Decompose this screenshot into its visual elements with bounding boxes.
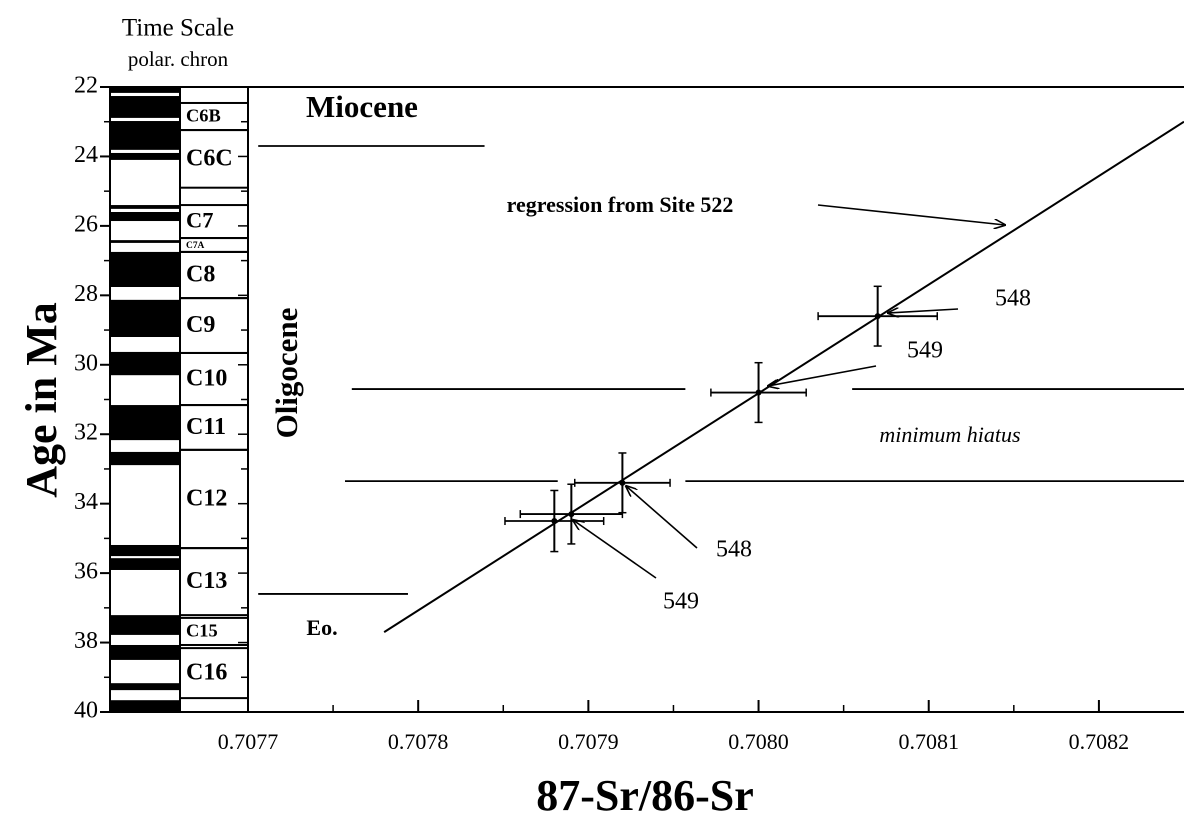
polarity-normal — [110, 451, 180, 466]
y-tick-label: 34 — [74, 489, 98, 515]
chron-label: C8 — [186, 262, 215, 288]
polarity-normal — [110, 299, 180, 337]
y-tick-label: 40 — [74, 698, 98, 724]
polarity-normal — [110, 683, 180, 691]
chart-title: Time Scale — [122, 15, 234, 42]
annotation-arrow — [817, 204, 1005, 225]
chron-label: C15 — [186, 621, 218, 641]
regression-line — [383, 120, 1184, 633]
annotation: minimum hiatus — [879, 422, 1020, 447]
chron-label: C10 — [186, 366, 227, 392]
annotation: Eo. — [306, 615, 337, 640]
chron-label: C6C — [186, 145, 233, 171]
chron-label: C16 — [186, 660, 227, 686]
y-tick-label: 26 — [74, 211, 98, 237]
polarity-normal — [110, 251, 180, 287]
annotation-arrow — [768, 365, 877, 386]
y-tick-label: 28 — [74, 281, 98, 307]
x-tick-label: 0.7082 — [1069, 729, 1130, 754]
y-tick-label: 38 — [74, 628, 98, 654]
data-point — [755, 389, 762, 396]
y-tick-label: 22 — [74, 73, 98, 99]
data-point — [568, 511, 575, 518]
annotation: regression from Site 522 — [507, 192, 734, 217]
data-point — [874, 313, 881, 320]
x-axis-title: 87-Sr/86-Sr — [536, 771, 754, 820]
polarity-normal — [110, 351, 180, 376]
polarity-normal — [110, 405, 180, 441]
chart-subtitle: polar. chron — [128, 47, 229, 71]
polarity-normal — [110, 558, 180, 570]
polarity-normal — [110, 240, 180, 243]
y-axis-title: Age in Ma — [17, 302, 66, 498]
annotation: 549 — [907, 338, 943, 364]
chron-label: C12 — [186, 485, 227, 511]
polarity-normal — [110, 87, 180, 93]
x-tick-label: 0.7080 — [728, 729, 789, 754]
polarity-normal — [110, 152, 180, 160]
annotation: Miocene — [306, 89, 418, 124]
x-tick-label: 0.7077 — [218, 729, 279, 754]
chron-label: C13 — [186, 568, 227, 594]
x-tick-label: 0.7081 — [898, 729, 959, 754]
x-tick-label: 0.7078 — [388, 729, 449, 754]
y-tick-label: 32 — [74, 420, 98, 446]
polarity-normal — [110, 544, 180, 557]
polarity-normal — [110, 205, 180, 209]
chron-label: C11 — [186, 414, 226, 440]
data-point — [551, 518, 558, 525]
chron-label: C7A — [186, 241, 205, 251]
polarity-normal — [110, 644, 180, 660]
y-tick-label: 24 — [74, 142, 98, 168]
chron-label: C6B — [186, 106, 221, 126]
y-tick-label: 36 — [74, 559, 98, 585]
data-point — [619, 479, 626, 486]
annotation: Oligocene — [269, 308, 304, 439]
polarity-normal — [110, 96, 180, 118]
polarity-normal — [110, 121, 180, 150]
annotation-arrow — [888, 309, 959, 313]
polarity-normal — [110, 212, 180, 222]
annotation: 548 — [995, 286, 1031, 312]
annotation: 548 — [716, 537, 752, 563]
y-tick-label: 30 — [74, 350, 98, 376]
x-tick-label: 0.7079 — [558, 729, 619, 754]
annotation-arrow — [626, 486, 698, 549]
annotation: 549 — [663, 589, 699, 615]
polarity-normal — [110, 615, 180, 635]
chron-label: C7 — [186, 208, 213, 233]
annotation-arrow — [573, 520, 657, 579]
polarity-normal — [110, 700, 180, 712]
chron-label: C9 — [186, 312, 215, 338]
